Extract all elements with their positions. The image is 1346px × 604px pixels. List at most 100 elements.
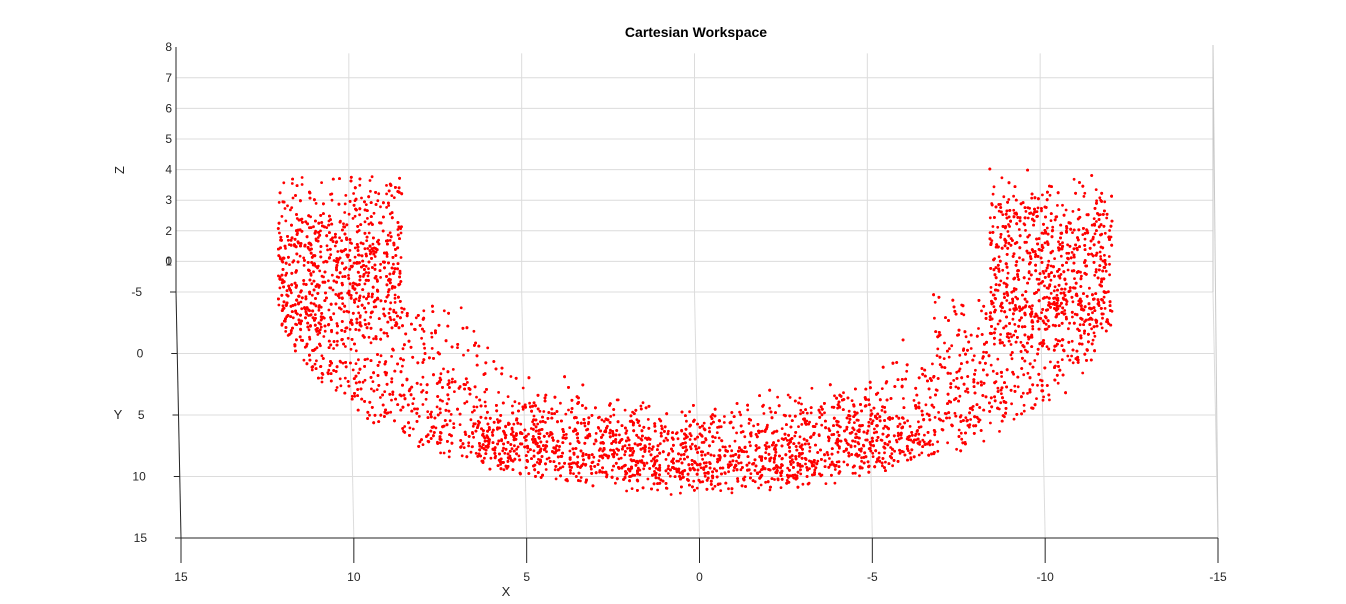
scatter-point	[908, 425, 912, 428]
scatter-point	[627, 443, 631, 447]
scatter-point	[833, 468, 837, 471]
scatter-point	[1001, 268, 1005, 272]
scatter-point	[1059, 273, 1063, 276]
scatter-point	[357, 358, 360, 362]
scatter-point	[925, 412, 929, 416]
scatter-point	[1052, 289, 1056, 293]
scatter-point	[332, 312, 336, 316]
scatter-point	[320, 274, 324, 278]
scatter-point	[370, 175, 374, 179]
scatter-point	[392, 310, 396, 314]
scatter-point	[1035, 210, 1039, 214]
scatter-point	[319, 229, 322, 233]
scatter-point	[972, 354, 976, 358]
scatter-point	[902, 397, 905, 400]
scatter-point	[545, 457, 549, 461]
scatter-point	[502, 446, 505, 450]
scatter-point	[351, 368, 355, 372]
scatter-point	[344, 345, 347, 348]
scatter-point	[1053, 285, 1057, 289]
scatter-point	[1097, 301, 1101, 305]
scatter-point	[517, 454, 521, 458]
scatter-point	[1091, 311, 1094, 315]
scatter-point	[905, 437, 909, 441]
scatter-point	[316, 333, 320, 336]
scatter-point	[313, 313, 317, 316]
scatter-point	[302, 264, 306, 267]
scatter-point	[1107, 290, 1110, 294]
scatter-point	[757, 486, 760, 490]
scatter-point	[1088, 286, 1091, 290]
scatter-point	[467, 441, 471, 445]
scatter-point	[798, 396, 802, 400]
scatter-point	[338, 236, 341, 240]
scatter-point	[798, 435, 802, 439]
scatter-point	[532, 414, 536, 418]
scatter-point	[1093, 232, 1097, 236]
scatter-point	[389, 301, 393, 305]
scatter-point	[332, 259, 336, 262]
scatter-point	[641, 446, 645, 450]
scatter-point	[746, 408, 750, 412]
scatter-point	[334, 293, 338, 296]
scatter-point	[1019, 340, 1023, 344]
scatter-point	[936, 347, 940, 351]
scatter-point	[883, 451, 886, 455]
scatter-point	[833, 394, 836, 398]
scatter-point	[295, 217, 299, 220]
scatter-point	[636, 466, 640, 470]
scatter-point	[948, 347, 951, 351]
scatter-point	[459, 306, 463, 310]
scatter-point	[278, 286, 282, 290]
scatter-point	[1037, 278, 1041, 281]
scatter-point	[735, 431, 738, 435]
scatter-point	[996, 225, 1000, 229]
scatter-point	[343, 202, 347, 206]
scatter-point	[923, 433, 926, 437]
scatter-point	[900, 436, 903, 440]
scatter-point	[1016, 385, 1020, 389]
scatter-point	[412, 397, 416, 400]
scatter-point	[628, 446, 632, 450]
scatter-point	[891, 464, 894, 468]
scatter-point	[347, 212, 351, 216]
scatter-point	[424, 397, 428, 401]
scatter-point	[562, 433, 566, 437]
scatter-point	[955, 370, 959, 374]
scatter-point	[385, 184, 388, 187]
scatter-point	[1000, 392, 1003, 395]
scatter-point	[1009, 353, 1013, 357]
scatter-point	[596, 426, 600, 429]
scatter-point	[358, 183, 362, 187]
scatter-point	[483, 400, 487, 404]
scatter-point	[763, 443, 767, 447]
scatter-point	[1027, 277, 1031, 281]
scatter-point	[836, 406, 839, 410]
scatter-point	[871, 455, 875, 458]
scatter-point	[621, 445, 625, 449]
scatter-point	[497, 391, 500, 394]
scatter-point	[936, 449, 940, 453]
scatter-point	[1009, 343, 1013, 346]
scatter-point	[535, 461, 539, 464]
scatter-point	[823, 411, 826, 415]
scatter-point	[999, 279, 1003, 283]
scatter-point	[623, 453, 627, 457]
scatter-point	[933, 433, 937, 437]
scatter-point	[730, 491, 734, 495]
scatter-point	[390, 377, 394, 380]
scatter-point	[434, 426, 438, 430]
scatter-point	[1014, 303, 1017, 307]
scatter-point	[307, 314, 310, 317]
scatter-point	[1083, 331, 1086, 335]
scatter-point	[1081, 233, 1085, 237]
scatter-point	[872, 431, 876, 435]
scatter-point	[1031, 327, 1035, 331]
scatter-point	[364, 271, 368, 274]
scatter-point	[719, 489, 723, 492]
scatter-point	[583, 424, 587, 428]
scatter-point	[768, 488, 772, 492]
scatter-point	[999, 401, 1003, 405]
scatter-point	[1040, 311, 1043, 314]
scatter-point	[340, 239, 343, 243]
